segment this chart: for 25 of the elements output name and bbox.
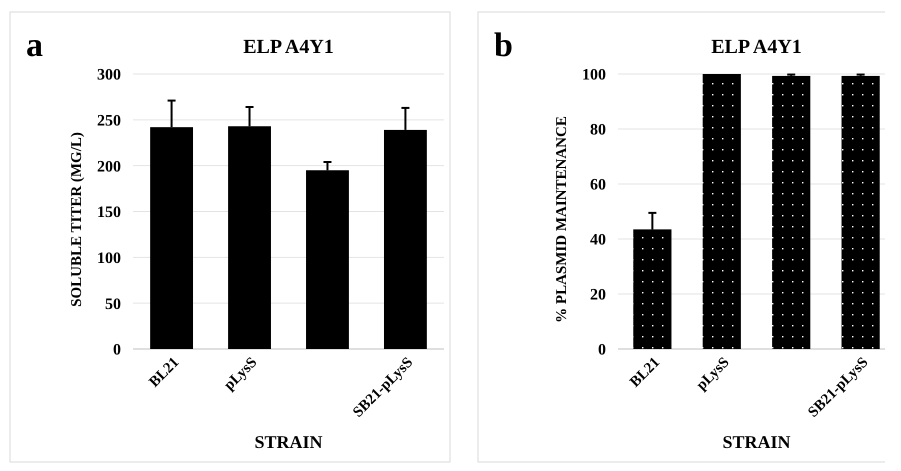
y-tick-label: 20 [590, 286, 606, 304]
y-tick-label: 50 [105, 296, 121, 313]
y-tick-label: 80 [590, 122, 606, 139]
y-tick-label: 60 [590, 176, 606, 194]
bar [772, 76, 810, 349]
x-axis-title: STRAIN [722, 432, 791, 452]
bar [633, 229, 672, 349]
y-axis-title: SOLUBLE TITER (MG/L) [69, 132, 85, 307]
y-tick-label: 200 [97, 158, 121, 176]
bar [702, 74, 741, 349]
y-tick-label: 40 [590, 232, 606, 249]
y-tick-label: 250 [97, 112, 121, 130]
chart-title: ELP A4Y1 [243, 36, 334, 58]
y-tick-label: 0 [598, 342, 606, 359]
chart-title: ELP A4Y1 [711, 36, 802, 58]
y-tick-label: 300 [97, 66, 121, 84]
text: a [26, 27, 43, 64]
y-tick-label: 150 [97, 204, 121, 222]
text: b [494, 27, 513, 64]
y-tick-label: 100 [582, 66, 606, 84]
y-tick-label: 0 [113, 342, 121, 359]
bar [842, 76, 880, 349]
y-tick-label: 100 [97, 250, 121, 267]
y-axis-title: % PLASMID MAINTENANCE [554, 116, 570, 323]
x-axis-title: STRAIN [254, 432, 323, 452]
